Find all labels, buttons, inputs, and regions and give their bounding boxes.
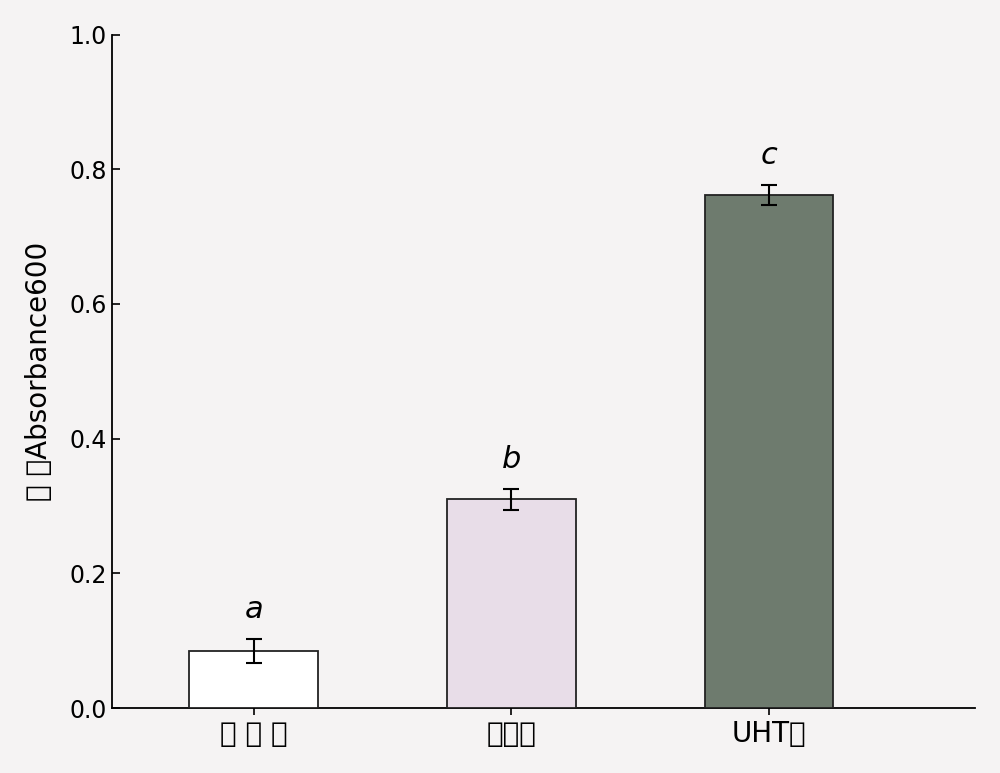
Bar bbox=[189, 651, 318, 708]
Text: a: a bbox=[244, 595, 263, 624]
Bar bbox=[705, 195, 833, 708]
Y-axis label: 浊 度Absorbance600: 浊 度Absorbance600 bbox=[25, 242, 53, 501]
Bar bbox=[447, 499, 576, 708]
Text: b: b bbox=[502, 444, 521, 474]
Text: c: c bbox=[761, 141, 777, 170]
